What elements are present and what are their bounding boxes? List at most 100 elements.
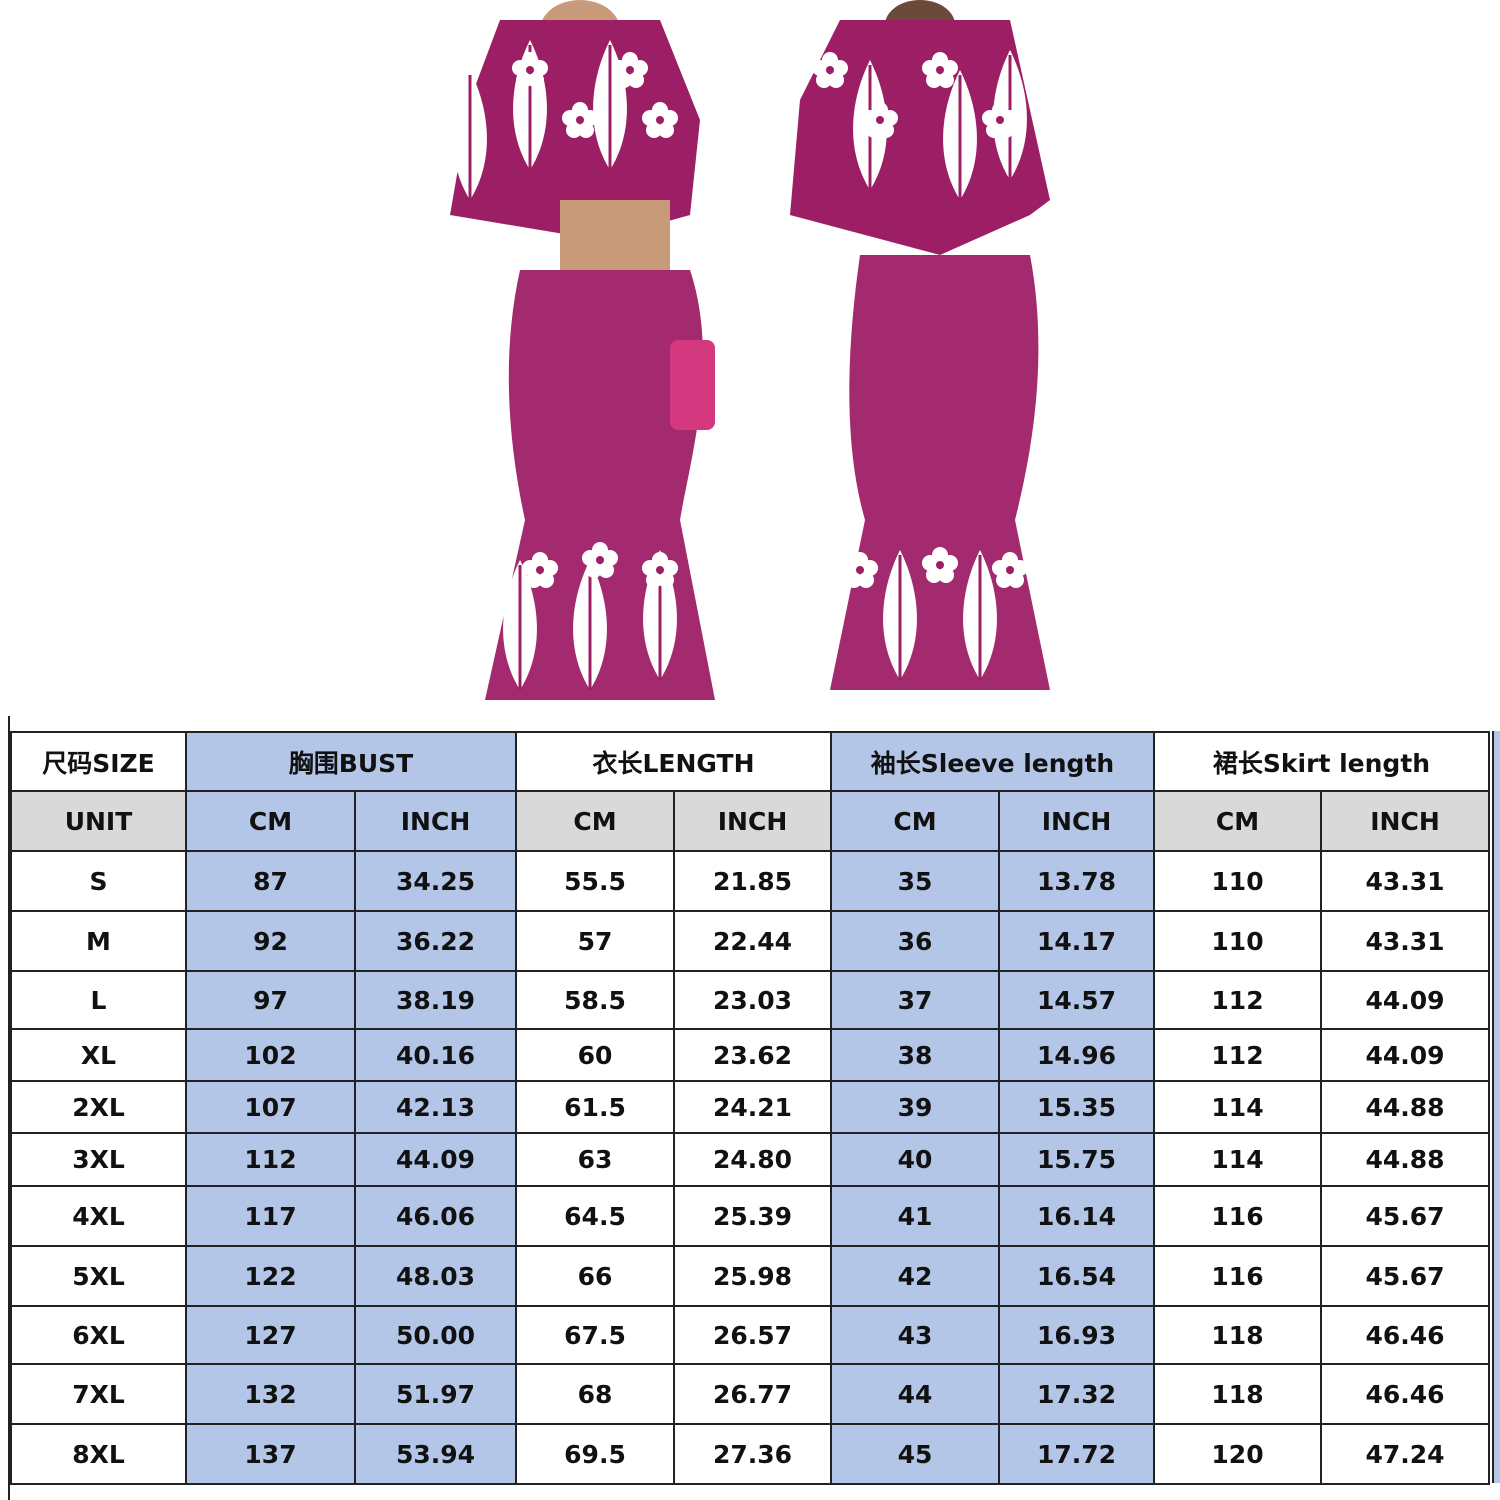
measurement-cell: 116: [1153, 1245, 1322, 1307]
back-view-model: [790, 0, 1050, 690]
size-cell: XL: [10, 1028, 187, 1082]
measurement-cell: 43.31: [1320, 850, 1490, 912]
measurement-cell: 23.62: [673, 1028, 832, 1082]
measurement-cell: 45: [830, 1423, 1000, 1485]
measurement-cell: 13.78: [998, 850, 1155, 912]
measurement-cell: 107: [185, 1080, 356, 1134]
measurement-cell: 39: [830, 1080, 1000, 1134]
measurement-cell: 44.09: [1320, 1028, 1490, 1082]
size-cell: 4XL: [10, 1185, 187, 1247]
measurement-cell: 22.44: [673, 910, 832, 972]
size-cell: 3XL: [10, 1132, 187, 1187]
measurement-cell: 110: [1153, 850, 1322, 912]
measurement-cell: 127: [185, 1305, 356, 1365]
size-cell: S: [10, 850, 187, 912]
table-row: 8XL 137 53.94 69.5 27.36 45 17.72 120 47.24: [10, 1423, 1490, 1485]
measurement-cell: 44.09: [354, 1132, 517, 1187]
unit-cell: CM: [185, 790, 356, 852]
measurement-cell: 25.39: [673, 1185, 832, 1247]
unit-cell: INCH: [673, 790, 832, 852]
unit-cell: CM: [1153, 790, 1322, 852]
measurement-cell: 24.80: [673, 1132, 832, 1187]
measurement-cell: 48.03: [354, 1245, 517, 1307]
size-cell: 8XL: [10, 1423, 187, 1485]
measurement-cell: 36.22: [354, 910, 517, 972]
grid-line: [8, 716, 10, 1500]
measurement-cell: 26.57: [673, 1305, 832, 1365]
table-row: 2XL 107 42.13 61.5 24.21 39 15.35 114 44.88: [10, 1080, 1490, 1134]
measurement-cell: 137: [185, 1423, 356, 1485]
measurement-cell: 112: [1153, 970, 1322, 1030]
measurement-cell: 16.93: [998, 1305, 1155, 1365]
header-length: 衣长LENGTH: [515, 731, 832, 792]
header-size: 尺码SIZE: [10, 731, 187, 792]
table-row: 7XL 132 51.97 68 26.77 44 17.32 118 46.46: [10, 1363, 1490, 1425]
measurement-cell: 46.06: [354, 1185, 517, 1247]
measurement-cell: 38.19: [354, 970, 517, 1030]
measurement-cell: 36: [830, 910, 1000, 972]
measurement-cell: 68: [515, 1363, 675, 1425]
measurement-cell: 21.85: [673, 850, 832, 912]
header-sleeve-length: 袖长Sleeve length: [830, 731, 1155, 792]
table-row: 3XL 112 44.09 63 24.80 40 15.75 114 44.88: [10, 1132, 1490, 1187]
header-row: 尺码SIZE 胸围BUST 衣长LENGTH 袖长Sleeve length 裙…: [10, 731, 1490, 792]
table-row: 5XL 122 48.03 66 25.98 42 16.54 116 45.67: [10, 1245, 1490, 1307]
measurement-cell: 64.5: [515, 1185, 675, 1247]
table-edge-strip: [1492, 731, 1500, 1483]
measurement-cell: 44.88: [1320, 1080, 1490, 1134]
measurement-cell: 35: [830, 850, 1000, 912]
measurement-cell: 44: [830, 1363, 1000, 1425]
measurement-cell: 45.67: [1320, 1185, 1490, 1247]
measurement-cell: 43.31: [1320, 910, 1490, 972]
measurement-cell: 112: [1153, 1028, 1322, 1082]
measurement-cell: 51.97: [354, 1363, 517, 1425]
header-skirt-length: 裙长Skirt length: [1153, 731, 1490, 792]
measurement-cell: 46.46: [1320, 1363, 1490, 1425]
measurement-cell: 57: [515, 910, 675, 972]
measurement-cell: 63: [515, 1132, 675, 1187]
measurement-cell: 40: [830, 1132, 1000, 1187]
measurement-cell: 41: [830, 1185, 1000, 1247]
measurement-cell: 16.14: [998, 1185, 1155, 1247]
measurement-cell: 114: [1153, 1080, 1322, 1134]
measurement-cell: 34.25: [354, 850, 517, 912]
measurement-cell: 120: [1153, 1423, 1322, 1485]
unit-cell: INCH: [998, 790, 1155, 852]
measurement-cell: 40.16: [354, 1028, 517, 1082]
measurement-cell: 132: [185, 1363, 356, 1425]
measurement-cell: 118: [1153, 1363, 1322, 1425]
measurement-cell: 116: [1153, 1185, 1322, 1247]
measurement-cell: 15.75: [998, 1132, 1155, 1187]
measurement-cell: 102: [185, 1028, 356, 1082]
measurement-cell: 117: [185, 1185, 356, 1247]
measurement-cell: 27.36: [673, 1423, 832, 1485]
measurement-cell: 14.96: [998, 1028, 1155, 1082]
measurement-cell: 67.5: [515, 1305, 675, 1365]
measurement-cell: 61.5: [515, 1080, 675, 1134]
product-photo: [450, 0, 1050, 700]
measurement-cell: 37: [830, 970, 1000, 1030]
unit-cell: CM: [515, 790, 675, 852]
measurement-cell: 14.57: [998, 970, 1155, 1030]
measurement-cell: 17.32: [998, 1363, 1155, 1425]
size-cell: 5XL: [10, 1245, 187, 1307]
measurement-cell: 60: [515, 1028, 675, 1082]
table-row: M 92 36.22 57 22.44 36 14.17 110 43.31: [10, 910, 1490, 972]
measurement-cell: 38: [830, 1028, 1000, 1082]
size-cell: L: [10, 970, 187, 1030]
measurement-cell: 112: [185, 1132, 356, 1187]
size-chart-table: 尺码SIZE 胸围BUST 衣长LENGTH 袖长Sleeve length 裙…: [10, 731, 1490, 1485]
unit-cell: UNIT: [10, 790, 187, 852]
table-row: 6XL 127 50.00 67.5 26.57 43 16.93 118 46.46: [10, 1305, 1490, 1365]
size-cell: 7XL: [10, 1363, 187, 1425]
size-cell: M: [10, 910, 187, 972]
measurement-cell: 53.94: [354, 1423, 517, 1485]
measurement-cell: 17.72: [998, 1423, 1155, 1485]
measurement-cell: 24.21: [673, 1080, 832, 1134]
size-cell: 2XL: [10, 1080, 187, 1134]
table-row: L 97 38.19 58.5 23.03 37 14.57 112 44.09: [10, 970, 1490, 1030]
measurement-cell: 55.5: [515, 850, 675, 912]
measurement-cell: 15.35: [998, 1080, 1155, 1134]
measurement-cell: 110: [1153, 910, 1322, 972]
measurement-cell: 42.13: [354, 1080, 517, 1134]
